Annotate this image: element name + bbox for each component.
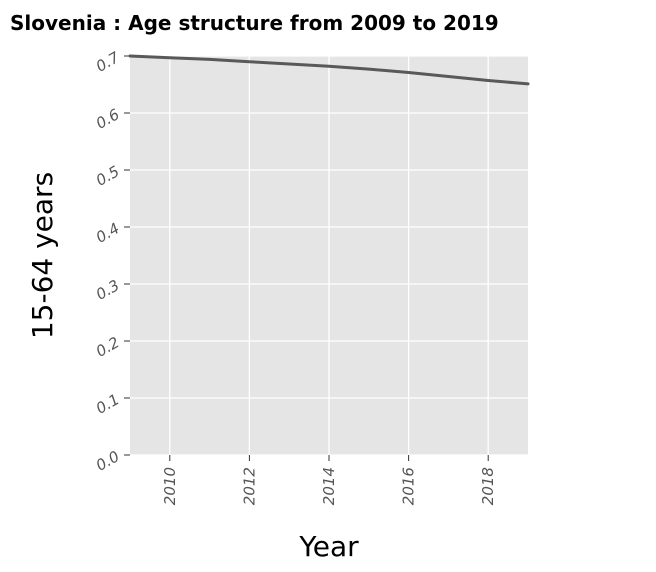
y-axis-label: 15-64 years: [26, 172, 59, 339]
y-tick-label: 0.2: [93, 333, 123, 361]
y-tick-label: 0.7: [93, 48, 123, 76]
series-line: [128, 54, 530, 86]
x-tick-label: 2014: [320, 467, 338, 505]
y-tick-label: 0.4: [93, 219, 123, 247]
grid-lines: [130, 55, 528, 456]
x-tick-label: 2012: [240, 467, 258, 505]
chart-title: Slovenia : Age structure from 2009 to 20…: [10, 11, 499, 35]
y-tick-label: 0.1: [93, 390, 123, 418]
x-tick-label: 2010: [161, 467, 179, 505]
series-layer: [128, 54, 530, 86]
x-tick-label: 2018: [479, 467, 497, 505]
y-tick-label: 0.0: [93, 447, 123, 475]
y-tick-label: 0.6: [93, 105, 123, 133]
x-tick-label: 2016: [400, 467, 418, 505]
x-axis-label: Year: [298, 530, 359, 563]
y-tick-label: 0.3: [93, 276, 123, 304]
y-tick-label: 0.5: [93, 162, 123, 190]
